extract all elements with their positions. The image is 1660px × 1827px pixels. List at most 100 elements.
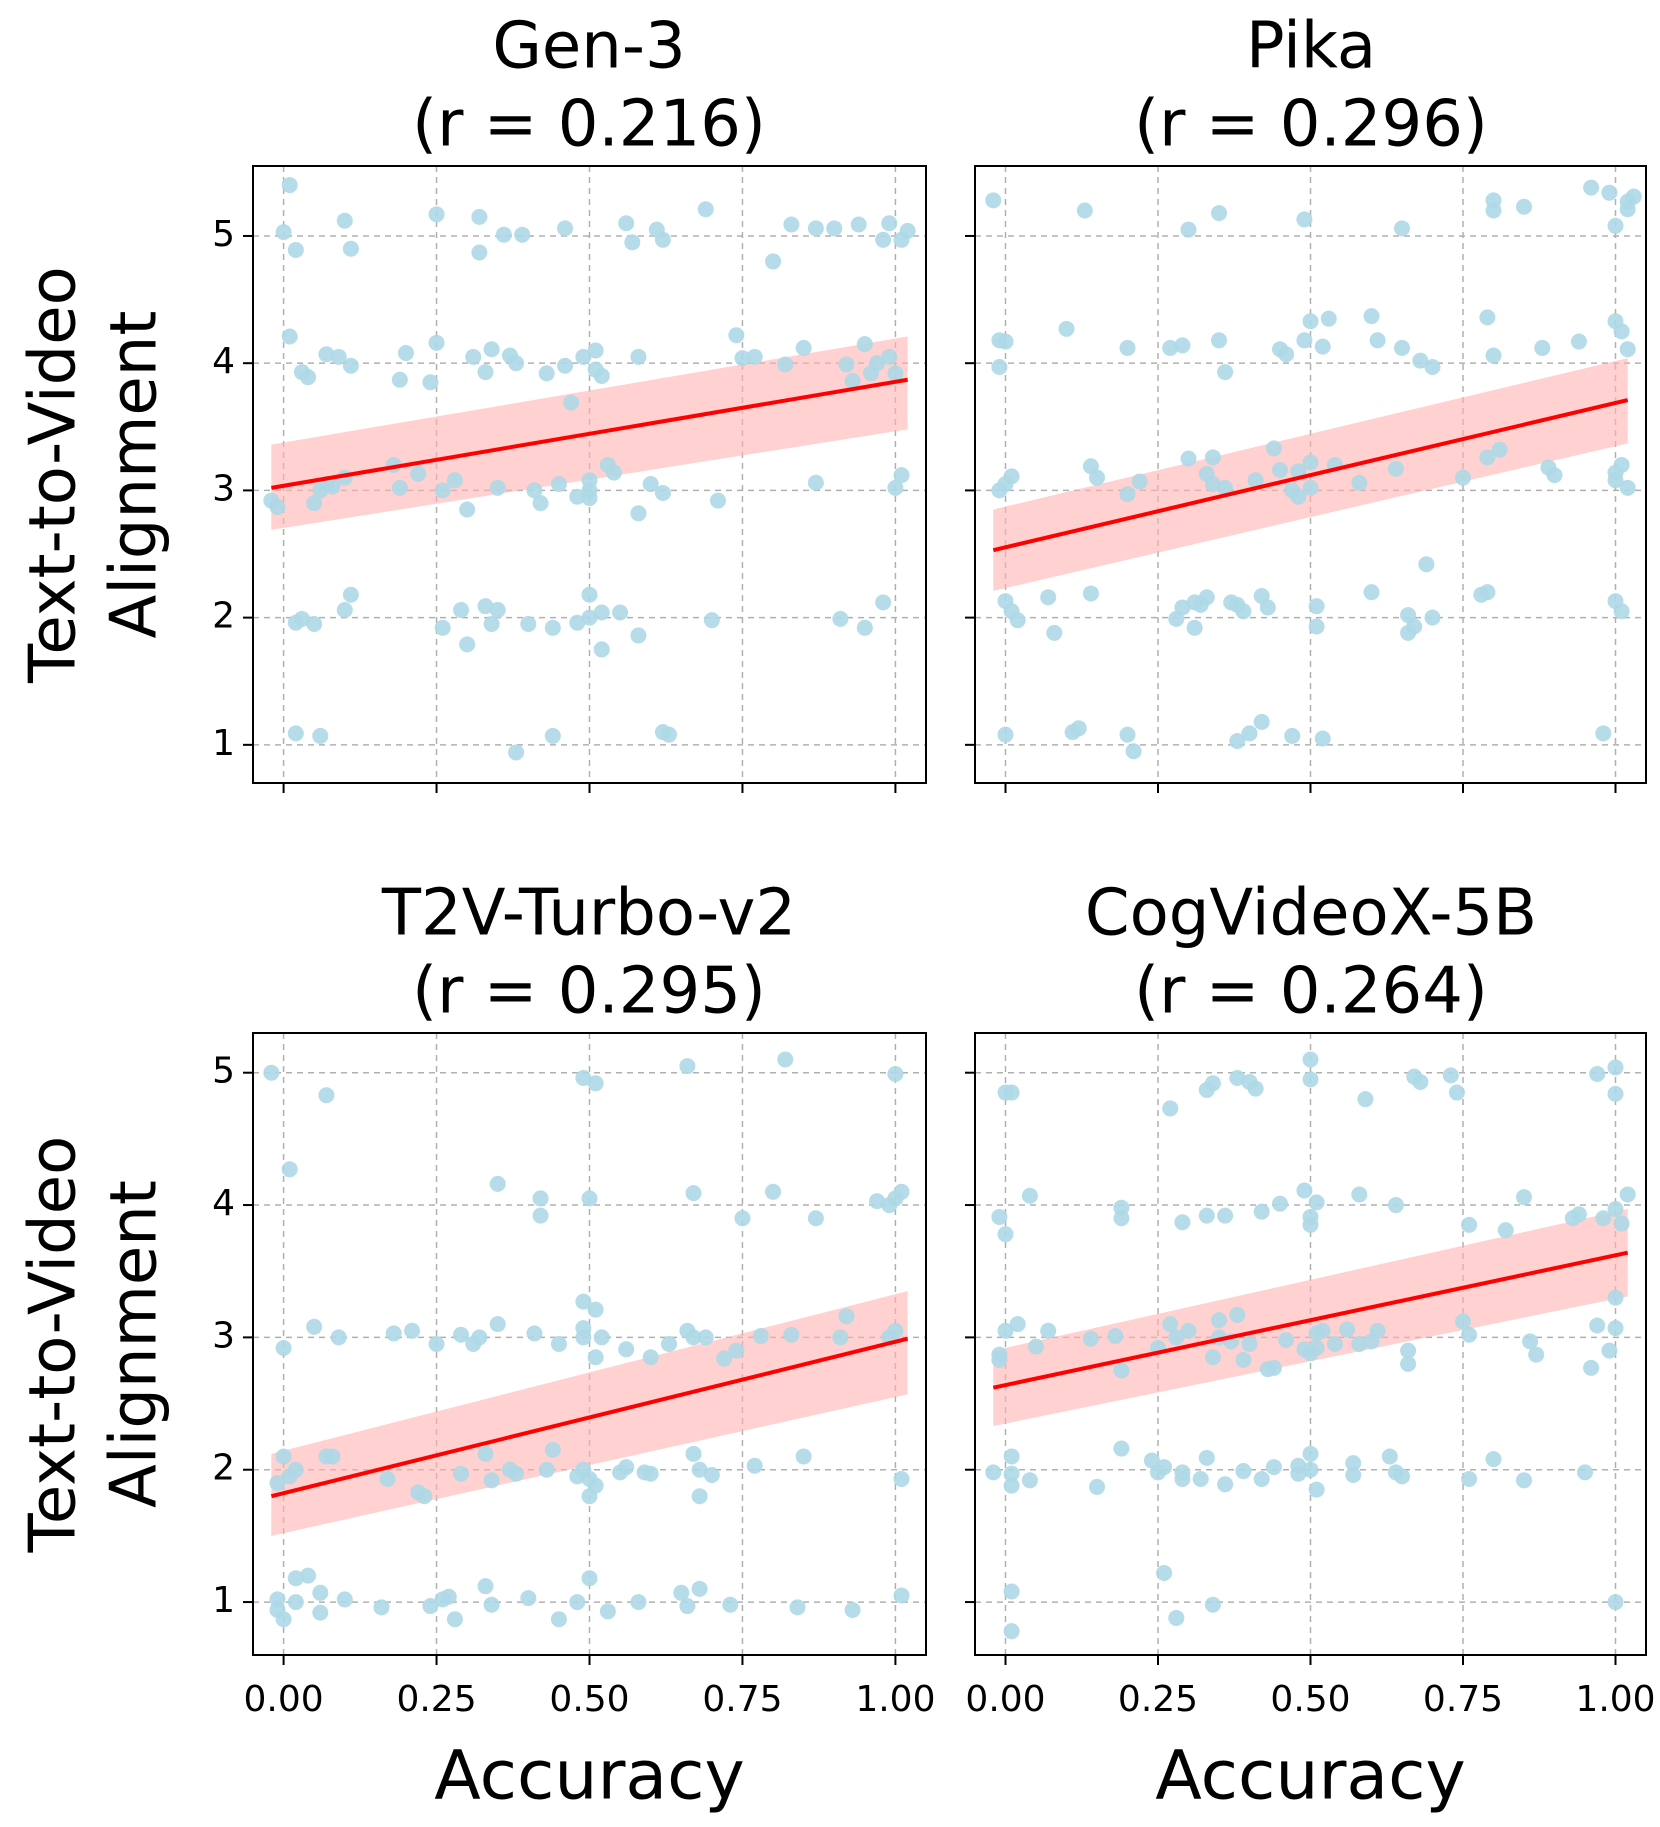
data-point xyxy=(587,1075,604,1092)
data-point xyxy=(1217,1476,1234,1493)
data-point xyxy=(1625,188,1642,205)
data-point xyxy=(275,1339,292,1356)
data-point xyxy=(1204,1596,1221,1613)
data-point xyxy=(1461,1326,1478,1343)
data-point xyxy=(1168,1609,1185,1626)
data-point xyxy=(526,1325,543,1342)
data-point xyxy=(1607,1059,1624,1076)
x-tick-label: 1.00 xyxy=(1575,1679,1655,1720)
y-tick-label: 1 xyxy=(212,1580,235,1621)
data-point xyxy=(1046,624,1063,641)
points xyxy=(263,177,916,761)
data-point xyxy=(489,479,506,496)
y-tick-label: 3 xyxy=(212,468,235,509)
data-point xyxy=(1235,603,1252,620)
data-point xyxy=(881,215,898,232)
data-point xyxy=(434,619,451,636)
data-point xyxy=(1308,1481,1325,1498)
x-tick-label: 1.00 xyxy=(855,1679,935,1720)
data-point xyxy=(557,220,574,237)
x-tick-label: 0.00 xyxy=(244,1679,324,1720)
data-point xyxy=(1003,1583,1020,1600)
data-point xyxy=(477,1578,494,1595)
data-point xyxy=(569,614,586,631)
y-axis-label-line2: Alignment xyxy=(98,311,172,639)
data-point xyxy=(483,1472,500,1489)
data-point xyxy=(1320,310,1337,327)
data-point xyxy=(569,488,586,505)
data-point xyxy=(587,342,604,359)
data-point xyxy=(281,328,298,345)
data-point xyxy=(581,609,598,626)
data-point xyxy=(1583,179,1600,196)
data-point xyxy=(1089,469,1105,486)
data-point xyxy=(1290,1457,1307,1474)
data-point xyxy=(673,1584,690,1601)
data-point xyxy=(1534,339,1551,356)
data-point xyxy=(1497,1222,1514,1239)
points xyxy=(985,179,1642,760)
data-point xyxy=(1229,1069,1246,1086)
data-point xyxy=(1546,467,1563,484)
data-point xyxy=(575,1069,592,1086)
y-tick-label: 4 xyxy=(212,341,235,382)
regression-line xyxy=(270,1336,909,1499)
data-point xyxy=(642,476,659,493)
data-point xyxy=(1461,1216,1478,1233)
data-point xyxy=(1607,1289,1624,1306)
data-point xyxy=(459,636,476,653)
data-point xyxy=(1613,323,1630,340)
data-point xyxy=(1204,476,1221,493)
data-point xyxy=(1003,1448,1020,1465)
data-point xyxy=(642,1349,659,1366)
data-point xyxy=(489,1175,506,1192)
data-point xyxy=(275,1448,292,1465)
data-point xyxy=(728,1342,745,1359)
data-point xyxy=(838,1308,855,1325)
data-point xyxy=(887,1322,904,1339)
data-point xyxy=(1387,460,1404,477)
data-point xyxy=(471,1329,488,1346)
data-point xyxy=(1308,1194,1325,1211)
scatter-panel: T2V-Turbo-v2(r = 0.295) 1 2 3 4 5 0.00 0.25 0.50… xyxy=(17,877,936,1816)
panel-title: CogVideoX-5B xyxy=(1085,877,1537,951)
data-point xyxy=(1619,341,1636,358)
data-point xyxy=(1387,1197,1404,1214)
data-point xyxy=(1125,743,1142,760)
data-point xyxy=(1247,472,1264,489)
data-point xyxy=(691,1580,708,1597)
data-point xyxy=(1601,1342,1618,1359)
data-point xyxy=(1204,1075,1221,1092)
data-point xyxy=(1174,1214,1191,1231)
data-point xyxy=(275,224,292,241)
data-point xyxy=(1296,332,1313,349)
y-axis-label-line2: Alignment xyxy=(98,1180,172,1508)
data-point xyxy=(581,482,598,499)
data-point xyxy=(434,482,451,499)
y-tick-label: 2 xyxy=(212,1448,235,1489)
data-point xyxy=(832,610,849,627)
data-point xyxy=(1156,1564,1173,1581)
data-point xyxy=(1363,308,1380,325)
data-point xyxy=(1357,1091,1374,1108)
data-point xyxy=(1595,1210,1612,1227)
data-point xyxy=(1198,589,1215,606)
data-point xyxy=(538,365,555,382)
data-point xyxy=(1003,468,1020,485)
data-point xyxy=(453,601,470,618)
data-point xyxy=(1577,1464,1593,1481)
scatter-panel: CogVideoX-5B(r = 0.264) 0.00 0.25 0.50 0.75 1… xyxy=(965,877,1656,1816)
data-point xyxy=(1570,1206,1587,1223)
data-point xyxy=(538,1461,555,1478)
data-point xyxy=(697,1329,714,1346)
data-point xyxy=(306,495,323,512)
data-point xyxy=(440,1588,457,1605)
data-point xyxy=(1418,556,1435,573)
x-tick-label: 0.25 xyxy=(1118,1679,1198,1720)
data-point xyxy=(1479,309,1496,326)
data-point xyxy=(685,1329,702,1346)
data-point xyxy=(428,206,445,223)
data-point xyxy=(765,253,782,270)
data-point xyxy=(1607,1201,1624,1218)
data-point xyxy=(893,1587,910,1604)
